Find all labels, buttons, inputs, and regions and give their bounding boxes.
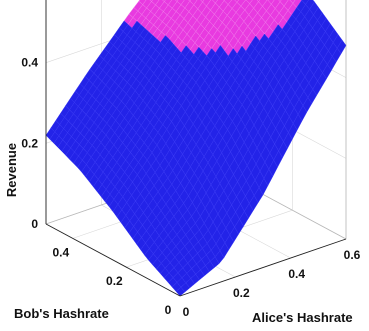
z-tick-label: 0 bbox=[31, 217, 38, 231]
axis-lines bbox=[45, 0, 347, 297]
surface-cell bbox=[200, 0, 205, 3]
z-tick-label: 0.2 bbox=[21, 136, 38, 150]
y-tick-label: 0 bbox=[165, 303, 172, 317]
surface-cell bbox=[175, 286, 186, 297]
x-tick-label: 0.2 bbox=[233, 286, 250, 300]
y-tick-label: 0.4 bbox=[52, 245, 69, 259]
surface-cell bbox=[234, 0, 240, 3]
z-tick-label: 0.4 bbox=[21, 56, 38, 70]
x-tick-label: 0 bbox=[183, 305, 190, 319]
x-axis-line bbox=[179, 238, 347, 297]
tick-labels: 00.20.40.600.20.400.20.40.6 bbox=[21, 56, 361, 319]
z-axis-label: Revenue bbox=[4, 143, 19, 197]
x-tick-label: 0.4 bbox=[288, 267, 305, 281]
y-tick-label: 0.2 bbox=[106, 274, 123, 288]
x-axis-label: Alice's Hashrate bbox=[252, 310, 353, 325]
surface-mesh bbox=[45, 0, 347, 297]
y-axis-line bbox=[45, 223, 181, 297]
x-tick-label: 0.6 bbox=[344, 248, 361, 262]
y-axis-label: Bob's Hashrate bbox=[14, 306, 109, 321]
